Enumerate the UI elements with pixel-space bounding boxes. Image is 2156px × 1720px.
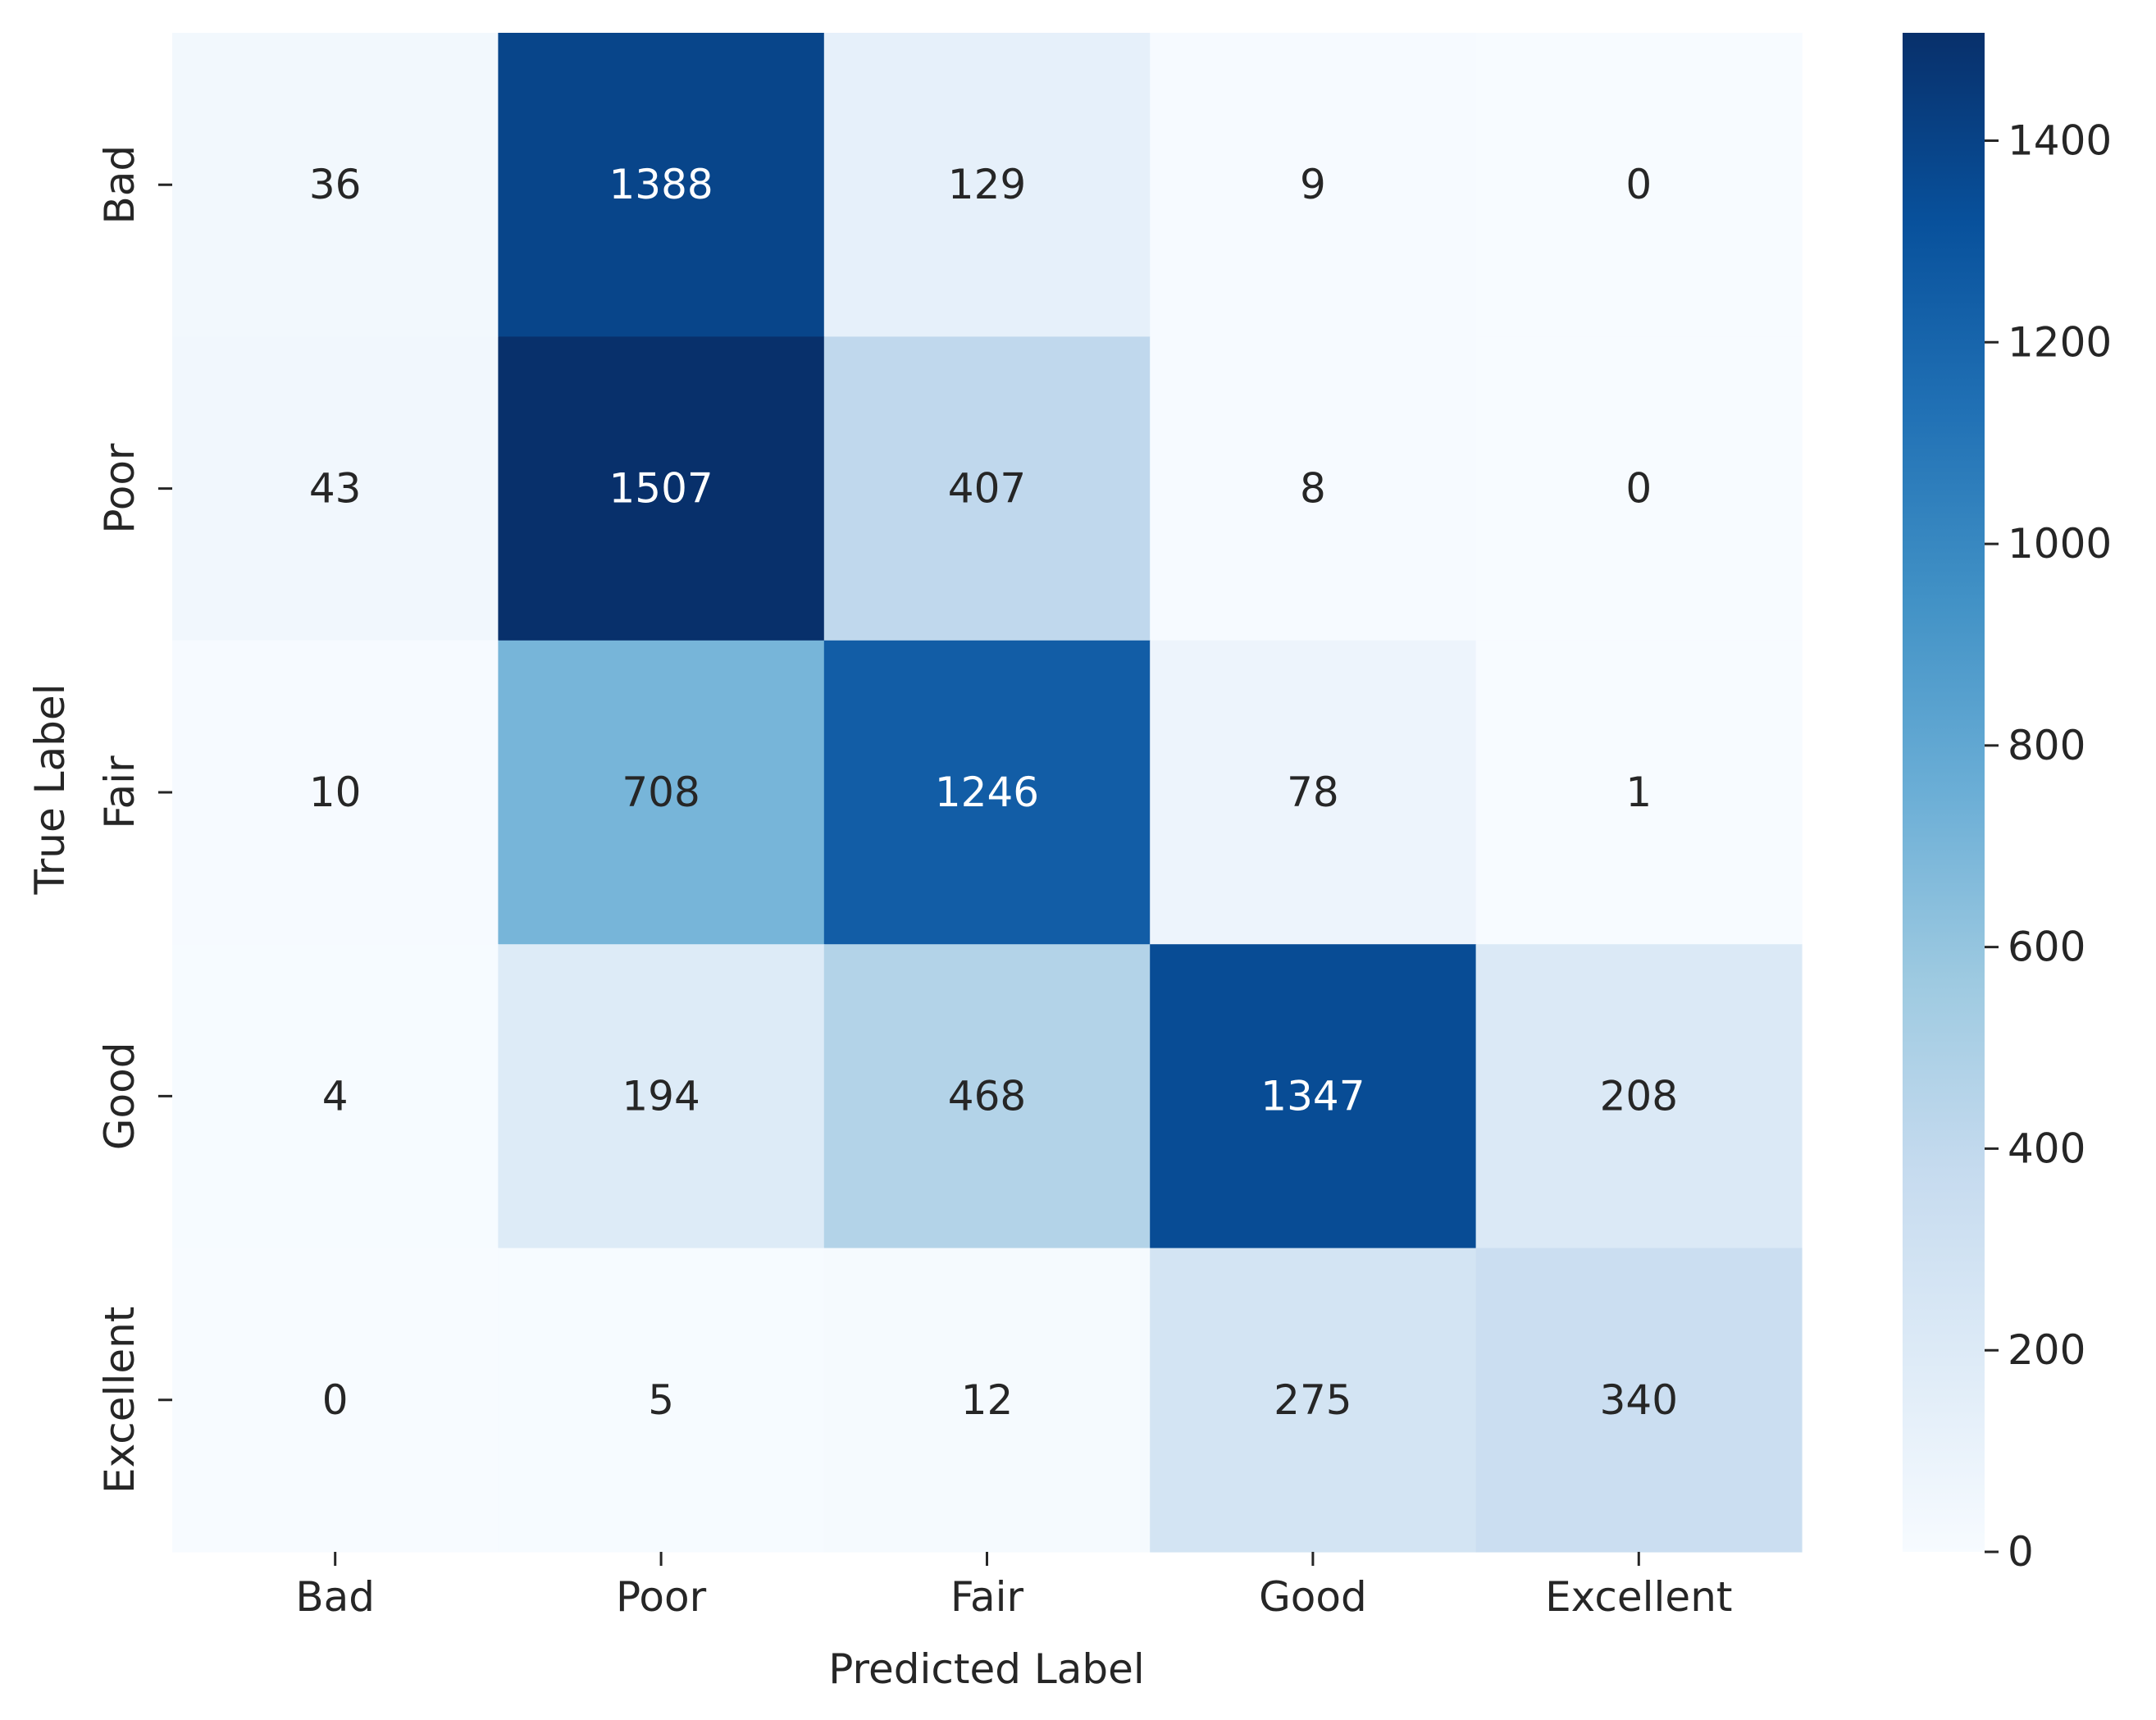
colorbar-tick-label-6: 1200 <box>2008 318 2112 366</box>
colorbar: 0 200 400 600 800 1000 1200 1400 <box>1903 33 2112 1576</box>
y-tick-label-1: Poor <box>96 443 144 534</box>
cell-value-r4-c1: 5 <box>648 1376 674 1424</box>
heatmap-cell-r0-c1 <box>498 33 825 337</box>
y-axis-label: True Label <box>26 684 74 896</box>
heatmap-cell-r2-c4 <box>1475 640 1803 945</box>
cell-value-r1-c3: 8 <box>1300 465 1326 513</box>
y-tick-label-2: Fair <box>96 755 144 829</box>
heatmap-cell-r4-c4 <box>1475 1248 1803 1553</box>
cell-value-r3-c4: 208 <box>1600 1072 1678 1120</box>
cell-value-r1-c2: 407 <box>948 465 1026 513</box>
x-tick-label-3: Good <box>1259 1573 1367 1621</box>
heatmap-cell-r1-c2 <box>823 336 1151 641</box>
colorbar-tick-label-1: 200 <box>2008 1326 2085 1374</box>
x-axis: Bad Poor Fair Good Excellent <box>295 1552 1733 1621</box>
y-tick-label-0: Bad <box>96 145 144 225</box>
cell-value-r2-c1: 708 <box>622 769 700 816</box>
x-tick-label-4: Excellent <box>1545 1573 1732 1621</box>
cell-value-r4-c0: 0 <box>322 1376 349 1424</box>
heatmap-cell-r1-c4 <box>1475 336 1803 641</box>
colorbar-gradient <box>1903 33 1985 1552</box>
cell-value-r1-c4: 0 <box>1625 465 1652 513</box>
cell-value-r4-c4: 340 <box>1600 1376 1678 1424</box>
heatmap-cell-r4-c0 <box>172 1248 499 1553</box>
colorbar-tick-label-3: 600 <box>2008 924 2085 971</box>
cell-value-r2-c0: 10 <box>309 769 362 816</box>
x-tick-label-2: Fair <box>950 1573 1024 1621</box>
colorbar-tick-label-5: 1000 <box>2008 520 2112 568</box>
cell-value-r0-c0: 36 <box>309 161 362 208</box>
cell-value-r2-c2: 1246 <box>935 769 1039 816</box>
cell-value-r1-c0: 43 <box>309 465 362 513</box>
colorbar-tick-label-7: 1400 <box>2008 116 2112 164</box>
heatmap-cell-r0-c4 <box>1475 33 1803 337</box>
y-tick-label-4: Excellent <box>96 1307 144 1494</box>
heatmap-cell-r0-c2 <box>823 33 1151 337</box>
y-tick-label-3: Good <box>96 1042 144 1151</box>
x-tick-label-1: Poor <box>616 1573 707 1621</box>
heatmap-cell-r2-c3 <box>1150 640 1477 945</box>
heatmap-cell-r4-c1 <box>498 1248 825 1553</box>
x-tick-label-0: Bad <box>295 1573 375 1621</box>
cell-value-r0-c2: 129 <box>948 161 1026 208</box>
heatmap-cell-r4-c2 <box>823 1248 1151 1553</box>
cell-value-r2-c4: 1 <box>1625 769 1652 816</box>
heatmap-cell-r3-c4 <box>1475 944 1803 1249</box>
colorbar-tick-label-2: 400 <box>2008 1125 2085 1172</box>
heatmap-cell-r3-c1 <box>498 944 825 1249</box>
cell-value-r3-c0: 4 <box>322 1072 349 1120</box>
cell-value-r2-c3: 78 <box>1287 769 1339 816</box>
heatmap-cell-r1-c1 <box>498 336 825 641</box>
cell-value-r3-c2: 468 <box>948 1072 1026 1120</box>
heatmap-cell-r2-c2 <box>823 640 1151 945</box>
colorbar-tick-label-0: 0 <box>2008 1528 2034 1576</box>
cell-value-r4-c3: 275 <box>1274 1376 1351 1424</box>
cell-value-r4-c2: 12 <box>961 1376 1014 1424</box>
colorbar-tick-label-4: 800 <box>2008 722 2085 769</box>
heatmap-cell-r2-c1 <box>498 640 825 945</box>
x-axis-label: Predicted Label <box>828 1645 1145 1693</box>
heatmap-cell-r3-c2 <box>823 944 1151 1249</box>
heatmap-cell-r4-c3 <box>1150 1248 1477 1553</box>
cell-value-r3-c3: 1347 <box>1260 1072 1365 1120</box>
cell-value-r0-c3: 9 <box>1300 161 1326 208</box>
heatmap-cell-r1-c0 <box>172 336 499 641</box>
cell-value-r0-c4: 0 <box>1625 161 1652 208</box>
heatmap-cell-r1-c3 <box>1150 336 1477 641</box>
cell-value-r0-c1: 1388 <box>609 161 713 208</box>
heatmap-cell-labels: 36 1388 129 9 0 43 1507 407 8 0 10 708 1246 78 1 4 194 46… <box>309 161 1678 1424</box>
heatmap-cell-r3-c3 <box>1150 944 1477 1249</box>
heatmap-cell-r0-c3 <box>1150 33 1477 337</box>
heatmap-cell-r3-c0 <box>172 944 499 1249</box>
heatmap-cells <box>172 33 1803 1553</box>
heatmap-cell-r2-c0 <box>172 640 499 945</box>
cell-value-r3-c1: 194 <box>622 1072 700 1120</box>
cell-value-r1-c1: 1507 <box>609 465 713 513</box>
heatmap-cell-r0-c0 <box>172 33 499 337</box>
y-axis: Bad Poor Fair Good Excellent <box>96 145 172 1494</box>
